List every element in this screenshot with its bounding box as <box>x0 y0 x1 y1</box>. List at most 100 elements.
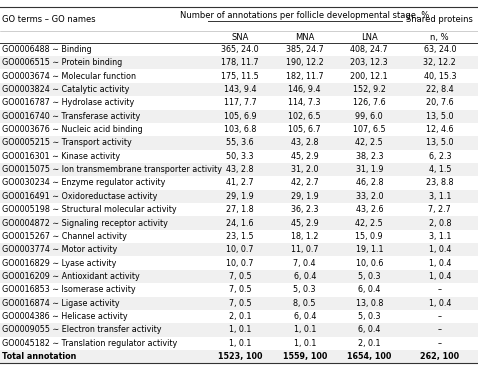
Text: 13, 5.0: 13, 5.0 <box>426 112 454 121</box>
Text: 10, 0.6: 10, 0.6 <box>356 259 383 268</box>
Text: –: – <box>438 312 442 321</box>
Text: 2, 0.1: 2, 0.1 <box>358 339 380 348</box>
Text: 1, 0.4: 1, 0.4 <box>429 299 451 308</box>
Text: 7, 2.7: 7, 2.7 <box>428 205 451 214</box>
Text: GO0003774 ∼ Motor activity: GO0003774 ∼ Motor activity <box>2 245 118 254</box>
Text: GO terms – GO names: GO terms – GO names <box>2 15 96 24</box>
Text: 3, 1.1: 3, 1.1 <box>429 192 451 201</box>
Bar <box>0 323 478 337</box>
Bar <box>0 150 478 163</box>
Text: 42, 2.5: 42, 2.5 <box>355 138 383 147</box>
Text: 42, 2.7: 42, 2.7 <box>291 178 319 188</box>
Bar <box>0 310 478 323</box>
Text: GO0006515 ∼ Protein binding: GO0006515 ∼ Protein binding <box>2 58 123 67</box>
Text: 203, 12.3: 203, 12.3 <box>350 58 388 67</box>
Text: 262, 100: 262, 100 <box>420 352 459 361</box>
Text: 1, 0.1: 1, 0.1 <box>229 339 251 348</box>
Bar <box>0 243 478 257</box>
Text: 13, 5.0: 13, 5.0 <box>426 138 454 147</box>
Text: 7, 0.5: 7, 0.5 <box>229 299 251 308</box>
Text: 6, 0.4: 6, 0.4 <box>293 272 316 281</box>
Text: –: – <box>438 285 442 294</box>
Bar <box>0 176 478 190</box>
Text: 102, 6.5: 102, 6.5 <box>288 112 321 121</box>
Text: 200, 12.1: 200, 12.1 <box>350 72 388 81</box>
Text: GO0015267 ∼ Channel activity: GO0015267 ∼ Channel activity <box>2 232 127 241</box>
Text: GO0016740 ∼ Transferase activity: GO0016740 ∼ Transferase activity <box>2 112 141 121</box>
Text: 20, 7.6: 20, 7.6 <box>426 98 454 107</box>
Text: 41, 2.7: 41, 2.7 <box>227 178 254 188</box>
Text: 10, 0.7: 10, 0.7 <box>227 259 254 268</box>
Text: 2, 0.1: 2, 0.1 <box>229 312 251 321</box>
Bar <box>0 296 478 310</box>
Text: 38, 2.3: 38, 2.3 <box>356 152 383 161</box>
Text: GO0004872 ∼ Signaling receptor activity: GO0004872 ∼ Signaling receptor activity <box>2 219 168 227</box>
Text: 182, 11.7: 182, 11.7 <box>286 72 324 81</box>
Text: 55, 3.6: 55, 3.6 <box>227 138 254 147</box>
Text: 10, 0.7: 10, 0.7 <box>227 245 254 254</box>
Bar <box>0 337 478 350</box>
Text: 31, 2.0: 31, 2.0 <box>291 165 318 174</box>
Text: 22, 8.4: 22, 8.4 <box>426 85 454 94</box>
Text: GO0005198 ∼ Structural molecular activity: GO0005198 ∼ Structural molecular activit… <box>2 205 177 214</box>
Text: 190, 12.2: 190, 12.2 <box>286 58 324 67</box>
Text: 6, 0.4: 6, 0.4 <box>293 312 316 321</box>
Bar <box>0 83 478 96</box>
Text: 1, 0.4: 1, 0.4 <box>429 245 451 254</box>
Text: 1, 0.1: 1, 0.1 <box>293 326 316 334</box>
Text: 385, 24.7: 385, 24.7 <box>286 45 324 54</box>
Text: 27, 1.8: 27, 1.8 <box>227 205 254 214</box>
Text: 1, 0.1: 1, 0.1 <box>229 326 251 334</box>
Text: 408, 24.7: 408, 24.7 <box>350 45 388 54</box>
Text: 46, 2.8: 46, 2.8 <box>356 178 383 188</box>
Bar <box>0 69 478 83</box>
Text: 105, 6.9: 105, 6.9 <box>224 112 257 121</box>
Text: 15, 0.9: 15, 0.9 <box>356 232 383 241</box>
Text: 5, 0.3: 5, 0.3 <box>358 272 380 281</box>
Text: 146, 9.4: 146, 9.4 <box>289 85 321 94</box>
Text: 6, 0.4: 6, 0.4 <box>358 285 380 294</box>
Bar <box>0 350 478 363</box>
Text: 8, 0.5: 8, 0.5 <box>293 299 316 308</box>
Text: 29, 1.9: 29, 1.9 <box>291 192 319 201</box>
Text: 1559, 100: 1559, 100 <box>282 352 327 361</box>
Text: 3, 1.1: 3, 1.1 <box>429 232 451 241</box>
Bar <box>0 283 478 296</box>
Text: 152, 9.2: 152, 9.2 <box>353 85 386 94</box>
Text: –: – <box>438 326 442 334</box>
Text: Shared proteins: Shared proteins <box>406 15 473 24</box>
Bar <box>0 96 478 110</box>
Text: MNA: MNA <box>295 32 315 42</box>
Text: 23, 8.8: 23, 8.8 <box>426 178 454 188</box>
Text: 7, 0.5: 7, 0.5 <box>229 272 251 281</box>
Text: 1523, 100: 1523, 100 <box>218 352 262 361</box>
Text: SNA: SNA <box>231 32 249 42</box>
Text: 33, 2.0: 33, 2.0 <box>356 192 383 201</box>
Bar <box>0 136 478 150</box>
Text: 175, 11.5: 175, 11.5 <box>221 72 259 81</box>
Text: 6, 2.3: 6, 2.3 <box>428 152 451 161</box>
Bar <box>0 270 478 283</box>
Text: 50, 3.3: 50, 3.3 <box>227 152 254 161</box>
Text: LNA: LNA <box>361 32 378 42</box>
Text: 4, 1.5: 4, 1.5 <box>428 165 451 174</box>
Text: 7, 0.5: 7, 0.5 <box>229 285 251 294</box>
Text: 1, 0.1: 1, 0.1 <box>293 339 316 348</box>
Text: 43, 2.8: 43, 2.8 <box>227 165 254 174</box>
Bar <box>0 230 478 243</box>
Text: n, %: n, % <box>431 32 449 42</box>
Text: GO0003674 ∼ Molecular function: GO0003674 ∼ Molecular function <box>2 72 136 81</box>
Text: GO0016787 ∼ Hydrolase activity: GO0016787 ∼ Hydrolase activity <box>2 98 135 107</box>
Bar <box>0 123 478 136</box>
Text: GO0003824 ∼ Catalytic activity: GO0003824 ∼ Catalytic activity <box>2 85 130 94</box>
Text: GO0016874 ∼ Ligase activity: GO0016874 ∼ Ligase activity <box>2 299 120 308</box>
Text: 11, 0.7: 11, 0.7 <box>291 245 318 254</box>
Text: 42, 2.5: 42, 2.5 <box>355 219 383 227</box>
Text: 63, 24.0: 63, 24.0 <box>424 45 456 54</box>
Text: 6, 0.4: 6, 0.4 <box>358 326 380 334</box>
Text: 99, 6.0: 99, 6.0 <box>356 112 383 121</box>
Text: 45, 2.9: 45, 2.9 <box>291 152 319 161</box>
Text: 107, 6.5: 107, 6.5 <box>353 125 386 134</box>
Text: 178, 11.7: 178, 11.7 <box>221 58 259 67</box>
Text: GO0015075 ∼ Ion transmembrane transporter activity: GO0015075 ∼ Ion transmembrane transporte… <box>2 165 222 174</box>
